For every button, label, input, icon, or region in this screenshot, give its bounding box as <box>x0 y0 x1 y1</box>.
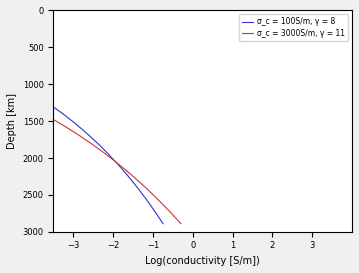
σ_c = 3000S/m, γ = 11 <box>81 137 86 140</box>
Legend: σ_c = 100S/m, γ = 8, σ_c = 3000S/m, γ = 11: σ_c = 100S/m, γ = 8, σ_c = 3000S/m, γ = … <box>239 14 348 41</box>
σ_c = 100S/m, γ = 8 <box>101 147 106 151</box>
X-axis label: Log(conductivity [S/m]): Log(conductivity [S/m]) <box>145 256 260 266</box>
σ_c = 3000S/m, γ = 11 <box>141 184 146 188</box>
Line: σ_c = 3000S/m, γ = 11: σ_c = 3000S/m, γ = 11 <box>0 10 181 224</box>
σ_c = 100S/m, γ = 8 <box>120 168 125 171</box>
σ_c = 3000S/m, γ = 11 <box>179 222 183 225</box>
σ_c = 3000S/m, γ = 11 <box>123 168 127 171</box>
σ_c = 100S/m, γ = 8 <box>28 90 32 94</box>
σ_c = 100S/m, γ = 8 <box>90 137 94 140</box>
σ_c = 100S/m, γ = 8 <box>161 222 165 225</box>
Y-axis label: Depth [km]: Depth [km] <box>7 93 17 149</box>
σ_c = 3000S/m, γ = 11 <box>97 147 101 151</box>
σ_c = 100S/m, γ = 8 <box>134 184 138 188</box>
Line: σ_c = 100S/m, γ = 8: σ_c = 100S/m, γ = 8 <box>0 10 163 224</box>
